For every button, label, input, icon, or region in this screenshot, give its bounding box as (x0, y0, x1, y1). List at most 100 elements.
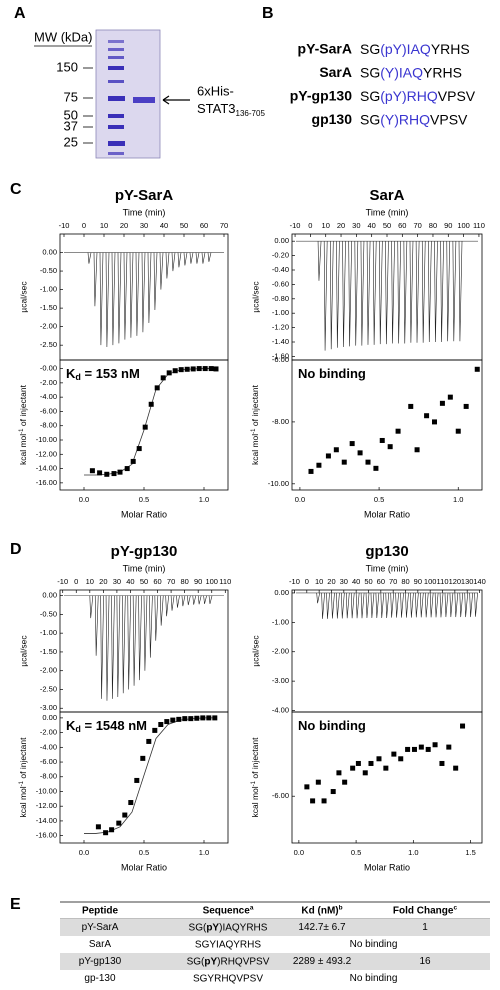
y-tick-label: 0.00 (42, 713, 57, 722)
injection-peak (100, 595, 104, 699)
y-tick-label: -0.50 (40, 266, 57, 275)
peptide-cell: SarA (89, 939, 112, 950)
data-point (387, 444, 393, 450)
chart-title: pY-SarA (115, 187, 174, 204)
injection-peak (159, 252, 164, 290)
x-axis-label: Molar Ratio (364, 509, 410, 519)
data-point (316, 462, 322, 468)
y-axis-label-part: kcal mol (18, 434, 28, 465)
injection-peak (354, 241, 359, 346)
y-tick-label: 0.00 (42, 591, 57, 600)
header-part: Peptide (82, 905, 119, 916)
y-axis-label-part: -1 (251, 780, 257, 786)
data-point (200, 715, 206, 721)
injection-peak (360, 241, 365, 346)
header-part: Kd (nM) (301, 905, 338, 916)
x-tick-label: 70 (389, 577, 397, 586)
x-axis-label: Molar Ratio (121, 862, 167, 872)
injection-peak (183, 252, 188, 266)
y-axis-label: kcal mol-1 of injectant (250, 384, 260, 465)
x-tick-label: -10 (290, 221, 301, 230)
injection-peak (415, 592, 419, 618)
injection-peak (143, 595, 148, 671)
data-point (142, 424, 148, 430)
annotation: Kd = 1548 nM (66, 718, 147, 734)
y-tick-label: -0.80 (272, 294, 289, 303)
band-label: 6xHis- (197, 83, 234, 98)
injection-peak (360, 592, 365, 619)
injection-peak (446, 241, 451, 342)
injection-peak (195, 252, 200, 264)
header-part: b (339, 904, 343, 911)
y-tick-label: -1.00 (272, 308, 289, 317)
injection-peak (336, 592, 340, 619)
injection-peak (380, 592, 385, 618)
injection-peak (203, 595, 207, 604)
peptide-name: pY-gp130 (290, 88, 352, 104)
data-point (190, 366, 196, 372)
y-tick-label: -16.00 (36, 478, 57, 487)
data-point (130, 458, 136, 464)
y-tick-label: -3.00 (272, 676, 289, 685)
sequence-part: (Y)RHQ (380, 111, 430, 127)
injection-peak (207, 252, 212, 262)
sequence-part: )RHQVPSV (217, 956, 270, 967)
annotation-part: d (75, 724, 81, 734)
row-shade (60, 953, 490, 970)
sequence-part: SG( (187, 956, 205, 967)
y-tick-label: -8.00 (272, 417, 289, 426)
y-axis-label: µcal/sec (250, 281, 260, 313)
table-header: Kd (nM)b (301, 904, 342, 916)
arrow-head (162, 95, 170, 105)
y-axis-label-part: of injectant (18, 384, 28, 428)
x-axis-label: Time (min) (123, 207, 166, 217)
data-point (398, 756, 404, 762)
data-point (418, 744, 424, 750)
injection-peak (400, 592, 404, 618)
injection-peak (192, 595, 197, 605)
data-point (455, 428, 461, 434)
header-part: Fold Change (393, 905, 454, 916)
panel-label: A (14, 5, 26, 22)
peptide-name: SarA (319, 64, 352, 80)
x-tick-label: 100 (205, 577, 218, 586)
data-point (376, 756, 382, 762)
injection-peak (316, 592, 320, 604)
y-tick-label: -1.00 (272, 617, 289, 626)
x-tick-label: 40 (160, 221, 168, 230)
x-tick-label: 1.5 (465, 848, 475, 857)
sequence-part: SGYRHQVPSV (193, 973, 263, 984)
y-tick-label: -2.00 (40, 378, 57, 387)
result-cell: No binding (350, 939, 398, 950)
peptide-sequence: SG(Y)RHQVPSV (360, 111, 468, 127)
sequence-cell: SGYIAQYRHS (195, 939, 261, 950)
injection-peak (323, 241, 328, 351)
x-tick-label: 30 (113, 577, 121, 586)
x-tick-label: 30 (140, 221, 148, 230)
data-point (208, 366, 214, 372)
injection-peak (132, 595, 137, 686)
injection-peak (355, 592, 360, 619)
annotation-part: = 153 nM (81, 366, 140, 381)
data-point (411, 746, 417, 752)
injection-peak (138, 595, 142, 681)
injection-peak (208, 595, 213, 604)
y-axis-label: µcal/sec (18, 281, 28, 313)
header-part: a (250, 904, 254, 911)
x-tick-label: 50 (180, 221, 188, 230)
y-tick-label: -10.00 (36, 786, 57, 795)
injection-peak (458, 241, 463, 342)
x-tick-label: 140 (473, 577, 486, 586)
sequence-part: YRHS (431, 41, 470, 57)
y-tick-label: -2.00 (272, 647, 289, 656)
y-axis-label-part: kcal mol (250, 434, 260, 465)
injection-peak (424, 592, 429, 618)
injection-peak (177, 252, 182, 268)
injection-peak (122, 595, 126, 694)
data-point (124, 466, 130, 472)
data-point (460, 723, 466, 729)
injection-peak (176, 595, 180, 608)
y-axis-label-part: of injectant (250, 384, 260, 428)
x-tick-label: 40 (126, 577, 134, 586)
x-tick-label: 80 (429, 221, 437, 230)
